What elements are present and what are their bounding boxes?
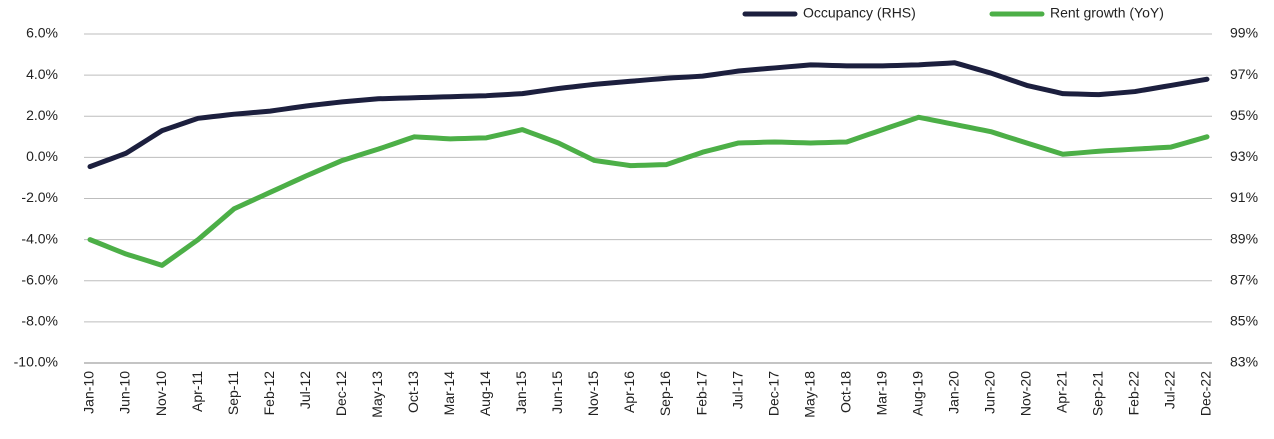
y2-tick-label: 89% xyxy=(1230,230,1258,246)
legend-label: Rent growth (YoY) xyxy=(1050,5,1164,21)
y-tick-label: -4.0% xyxy=(21,230,58,246)
x-tick-label: Apr-21 xyxy=(1054,371,1070,413)
y-tick-label: -8.0% xyxy=(21,313,58,329)
x-tick-label: Mar-19 xyxy=(873,371,889,416)
x-tick-label: Jul-22 xyxy=(1162,371,1178,409)
y2-tick-label: 95% xyxy=(1230,107,1258,123)
y2-tick-label: 99% xyxy=(1230,25,1258,41)
y-tick-label: -10.0% xyxy=(14,354,58,370)
x-tick-label: Feb-22 xyxy=(1126,371,1142,416)
x-tick-label: Jun-15 xyxy=(549,371,565,414)
x-tick-label: Jan-20 xyxy=(945,371,961,414)
x-tick-label: Aug-19 xyxy=(909,371,925,416)
x-tick-label: Aug-14 xyxy=(477,371,493,416)
x-tick-label: Jul-17 xyxy=(729,371,745,409)
x-tick-label: Nov-20 xyxy=(1018,371,1034,416)
y2-tick-label: 91% xyxy=(1230,189,1258,205)
x-tick-label: Nov-15 xyxy=(585,371,601,416)
y2-tick-label: 87% xyxy=(1230,271,1258,287)
y-tick-label: 0.0% xyxy=(26,148,58,164)
x-tick-label: Oct-18 xyxy=(837,371,853,413)
x-tick-label: Feb-17 xyxy=(693,371,709,416)
legend-label: Occupancy (RHS) xyxy=(803,5,916,21)
y-tick-label: 2.0% xyxy=(26,107,58,123)
x-tick-label: Sep-21 xyxy=(1090,371,1106,416)
x-tick-label: Mar-14 xyxy=(441,371,457,416)
x-tick-label: Jun-20 xyxy=(982,371,998,414)
x-tick-label: Jan-15 xyxy=(513,371,529,414)
x-tick-label: Apr-16 xyxy=(621,371,637,413)
x-tick-label: Feb-12 xyxy=(261,371,277,416)
y-tick-label: -2.0% xyxy=(21,189,58,205)
x-tick-label: Jan-10 xyxy=(81,371,97,414)
y2-tick-label: 97% xyxy=(1230,66,1258,82)
x-tick-label: May-13 xyxy=(369,371,385,418)
y-tick-label: 4.0% xyxy=(26,66,58,82)
y2-tick-label: 93% xyxy=(1230,148,1258,164)
x-tick-label: Sep-16 xyxy=(657,371,673,416)
y-tick-label: 6.0% xyxy=(26,25,58,41)
x-tick-label: Jun-10 xyxy=(117,371,133,414)
x-tick-label: Jul-12 xyxy=(297,371,313,409)
x-tick-label: Nov-10 xyxy=(153,371,169,416)
y2-tick-label: 85% xyxy=(1230,313,1258,329)
x-tick-label: May-18 xyxy=(801,371,817,418)
x-tick-label: Apr-11 xyxy=(189,371,205,412)
x-tick-label: Oct-13 xyxy=(405,371,421,413)
x-tick-label: Dec-12 xyxy=(333,371,349,416)
series-line xyxy=(87,60,1210,170)
y-tick-label: -6.0% xyxy=(21,271,58,287)
x-tick-label: Dec-17 xyxy=(765,371,781,416)
y2-tick-label: 83% xyxy=(1230,354,1258,370)
x-tick-label: Sep-11 xyxy=(225,371,241,415)
x-tick-label: Dec-22 xyxy=(1198,371,1214,416)
series-line xyxy=(87,114,1210,268)
